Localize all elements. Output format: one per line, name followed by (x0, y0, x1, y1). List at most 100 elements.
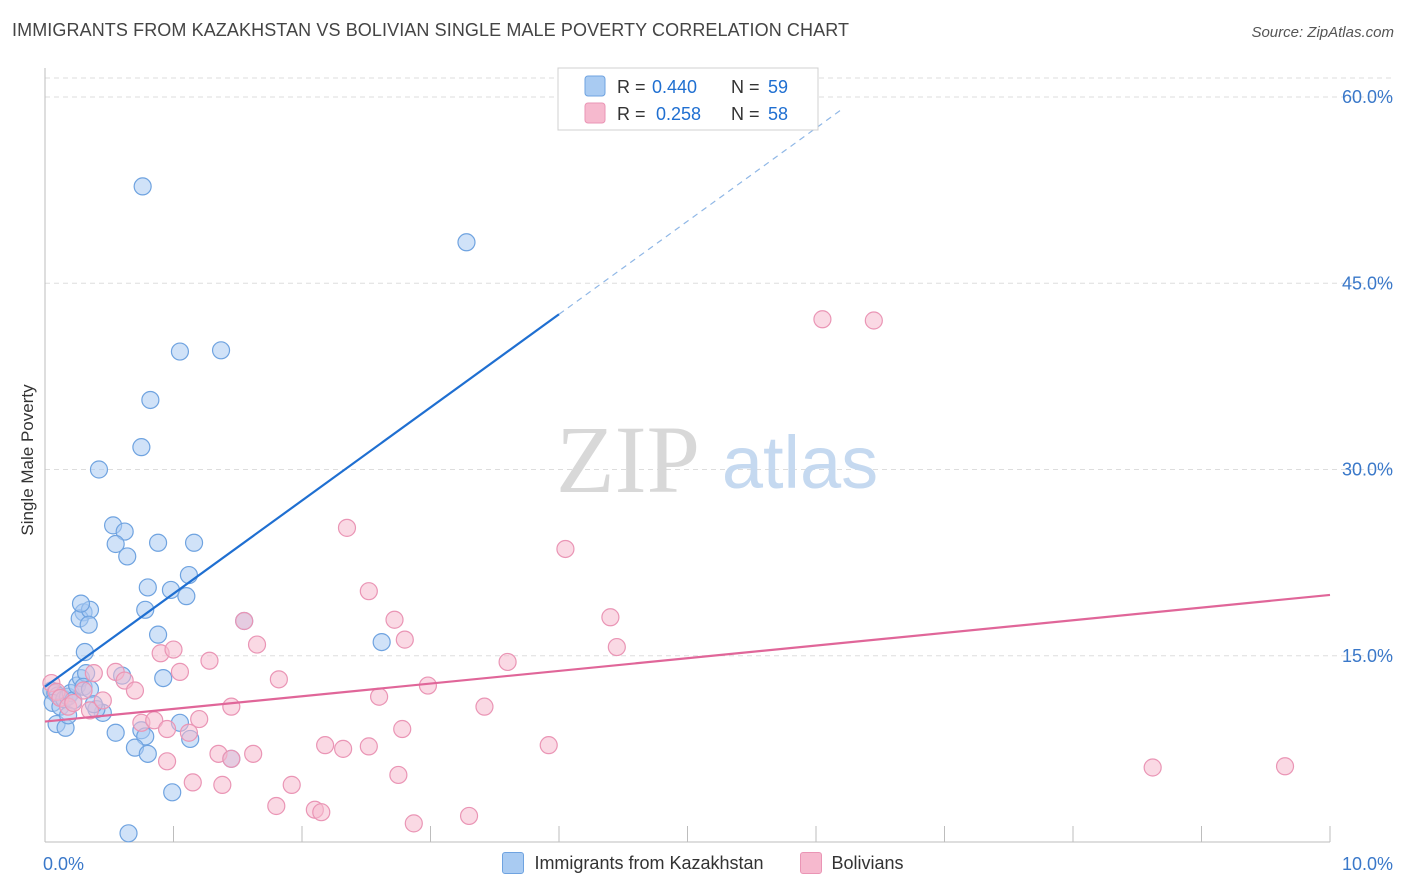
point-bolivians (179, 723, 199, 742)
point-bolivians (190, 709, 209, 729)
legend-item-bolivians: Bolivians (799, 852, 904, 874)
trend-lines (44, 108, 1331, 723)
point-bolivians (74, 681, 93, 700)
point-kazakhstan (148, 625, 168, 644)
point-kazakhstan (138, 744, 157, 763)
point-kazakhstan (71, 594, 91, 613)
point-bolivians (235, 611, 254, 631)
point-bolivians (64, 693, 83, 713)
x-tick-label: 0.0% (43, 854, 84, 874)
correlation-legend: R = 0.440 N = 59 R = 0.258 N = 58 (557, 67, 819, 131)
point-bolivians (93, 691, 112, 710)
point-bolivians (393, 719, 412, 739)
legend-r-value-pink: 0.258 (656, 104, 701, 124)
point-bolivians (183, 773, 202, 792)
series-kazakhstan-points (42, 177, 476, 843)
point-bolivians (157, 752, 177, 771)
point-kazakhstan (106, 723, 125, 742)
x-tick-label: 10.0% (1342, 854, 1393, 874)
point-kazakhstan (118, 547, 137, 566)
watermark-zip: ZIP (556, 406, 700, 513)
y-tick-labels: 15.0% 30.0% 45.0% 60.0% (1342, 87, 1393, 666)
point-bolivians (1143, 758, 1162, 777)
watermark: ZIP atlas (556, 406, 878, 513)
point-kazakhstan (138, 578, 157, 597)
legend-swatch-blue (584, 75, 606, 97)
point-kazakhstan (119, 824, 138, 843)
point-bolivians (282, 775, 301, 794)
trend-line-kazakhstan (44, 313, 560, 688)
legend-n-label-blue: N = (731, 77, 760, 97)
point-bolivians (84, 664, 103, 683)
point-bolivians (1275, 757, 1295, 776)
point-bolivians (607, 637, 626, 657)
point-bolivians (601, 608, 620, 627)
point-kazakhstan (79, 615, 98, 634)
chart-title: IMMIGRANTS FROM KAZAKHSTAN VS BOLIVIAN S… (12, 20, 850, 40)
point-kazakhstan (115, 522, 134, 541)
point-bolivians (813, 310, 832, 329)
point-kazakhstan (177, 587, 196, 606)
watermark-atlas: atlas (722, 421, 878, 504)
point-bolivians (247, 635, 267, 654)
x-tick-labels: 0.0% 10.0% (43, 854, 1393, 874)
y-tick-label: 15.0% (1342, 646, 1393, 666)
bottom-legend: Immigrants from Kazakhstan Bolivians (0, 852, 1406, 874)
point-bolivians (337, 518, 357, 537)
legend-n-label-pink: N = (731, 104, 760, 124)
legend-label-bolivians: Bolivians (831, 852, 904, 873)
point-bolivians (389, 765, 408, 785)
axes (44, 68, 1331, 843)
trend-line-kazakhstan-extension (558, 108, 843, 315)
y-tick-label: 60.0% (1342, 87, 1393, 107)
point-bolivians (244, 744, 263, 763)
point-kazakhstan (457, 233, 476, 252)
point-kazakhstan (136, 600, 155, 619)
swatch-bolivians (799, 852, 822, 874)
point-bolivians (312, 803, 331, 822)
point-bolivians (170, 662, 190, 681)
legend-n-value-pink: 58 (768, 104, 788, 124)
gridlines (45, 77, 1394, 657)
point-bolivians (316, 736, 335, 755)
point-bolivians (359, 737, 378, 756)
swatch-kazakhstan (502, 852, 525, 874)
point-kazakhstan (141, 390, 160, 410)
point-bolivians (267, 796, 286, 816)
point-kazakhstan (179, 565, 199, 585)
point-bolivians (395, 630, 414, 649)
point-kazakhstan (154, 668, 173, 688)
point-kazakhstan (372, 632, 391, 652)
point-bolivians (222, 749, 241, 768)
point-bolivians (539, 736, 558, 755)
point-bolivians (213, 775, 232, 794)
point-bolivians (222, 697, 241, 716)
point-kazakhstan (148, 533, 168, 552)
point-kazakhstan (211, 341, 231, 360)
point-bolivians (157, 719, 177, 739)
point-bolivians (125, 681, 145, 700)
point-kazakhstan (89, 460, 109, 479)
y-tick-label: 30.0% (1342, 460, 1393, 480)
series-bolivians-points (42, 310, 1295, 833)
trend-line-bolivians (44, 593, 1331, 723)
point-kazakhstan (170, 342, 190, 361)
point-bolivians (475, 697, 494, 716)
point-bolivians (370, 687, 389, 706)
point-bolivians (385, 610, 404, 629)
legend-r-label-blue: R = (617, 77, 646, 97)
point-bolivians (498, 652, 517, 672)
legend-label-kazakhstan: Immigrants from Kazakhstan (534, 852, 764, 873)
legend-item-kazakhstan: Immigrants from Kazakhstan (502, 852, 764, 874)
point-bolivians (556, 539, 575, 559)
point-bolivians (80, 701, 100, 720)
point-kazakhstan (133, 177, 152, 196)
point-bolivians (404, 814, 423, 833)
point-kazakhstan (163, 783, 182, 802)
point-kazakhstan (132, 438, 151, 457)
point-kazakhstan (184, 533, 204, 552)
legend-swatch-pink (584, 102, 606, 124)
y-tick-label: 45.0% (1342, 273, 1393, 293)
point-bolivians (418, 676, 438, 695)
